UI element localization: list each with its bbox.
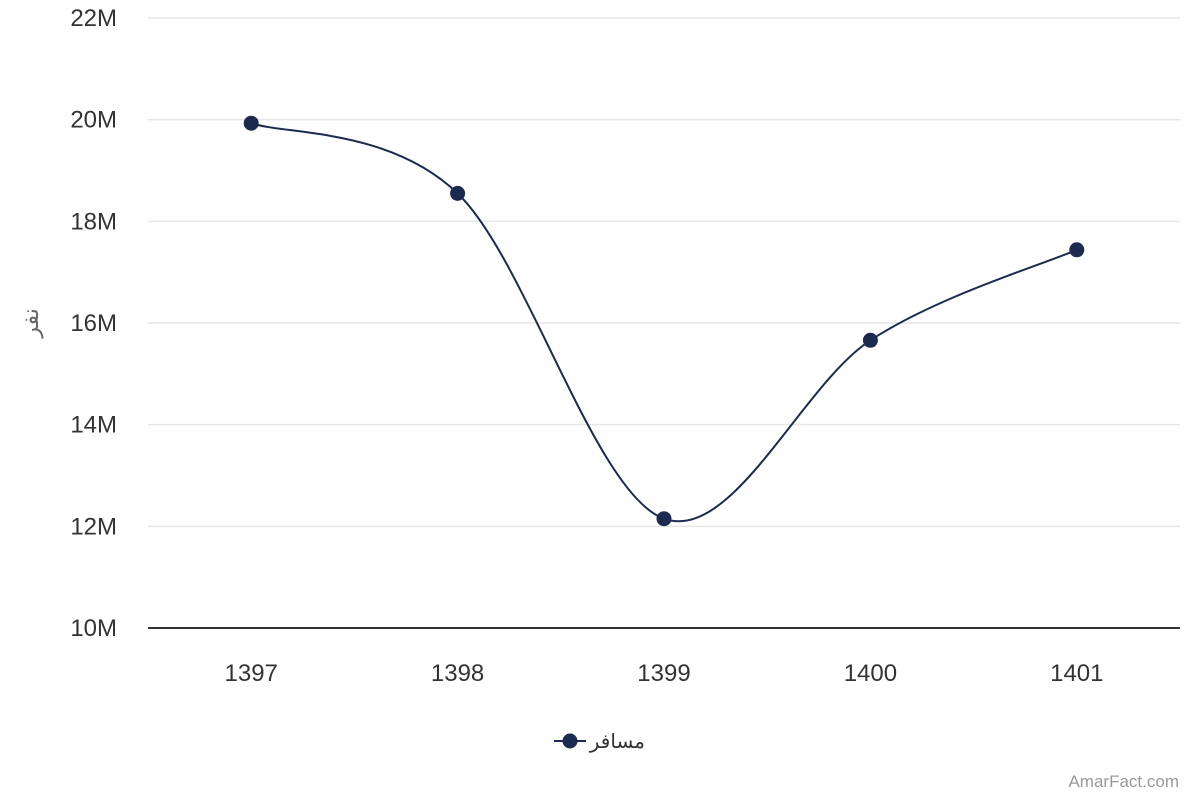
y-tick-labels: 10M 12M 14M 16M 18M 20M 22M — [70, 5, 117, 642]
data-point[interactable] — [243, 115, 259, 131]
x-tick-label: 1398 — [431, 660, 484, 687]
data-point[interactable] — [656, 511, 672, 527]
y-axis-title: نفر — [19, 308, 44, 338]
y-tick-label: 16M — [70, 310, 117, 337]
x-tick-label: 1400 — [844, 660, 897, 687]
x-tick-label: 1401 — [1050, 660, 1103, 687]
y-tick-label: 20M — [70, 107, 117, 134]
legend-label: مسافر — [589, 729, 645, 753]
credit-link[interactable]: AmarFact.com — [1068, 772, 1179, 791]
y-tick-label: 22M — [70, 5, 117, 32]
data-point[interactable] — [1069, 242, 1085, 258]
x-tick-label: 1397 — [225, 660, 278, 687]
y-tick-label: 12M — [70, 513, 117, 540]
data-points — [243, 115, 1085, 527]
x-tick-labels: 1397 1398 1399 1400 1401 — [225, 660, 1104, 687]
y-tick-label: 10M — [70, 615, 117, 642]
y-tick-label: 18M — [70, 208, 117, 235]
legend[interactable]: مسافر — [554, 729, 645, 753]
legend-marker — [562, 733, 578, 749]
data-point[interactable] — [862, 332, 878, 348]
data-point[interactable] — [450, 185, 466, 201]
x-tick-label: 1399 — [637, 660, 690, 687]
grid-lines — [148, 17, 1180, 528]
series-line — [250, 122, 1078, 523]
y-tick-label: 14M — [70, 412, 117, 439]
